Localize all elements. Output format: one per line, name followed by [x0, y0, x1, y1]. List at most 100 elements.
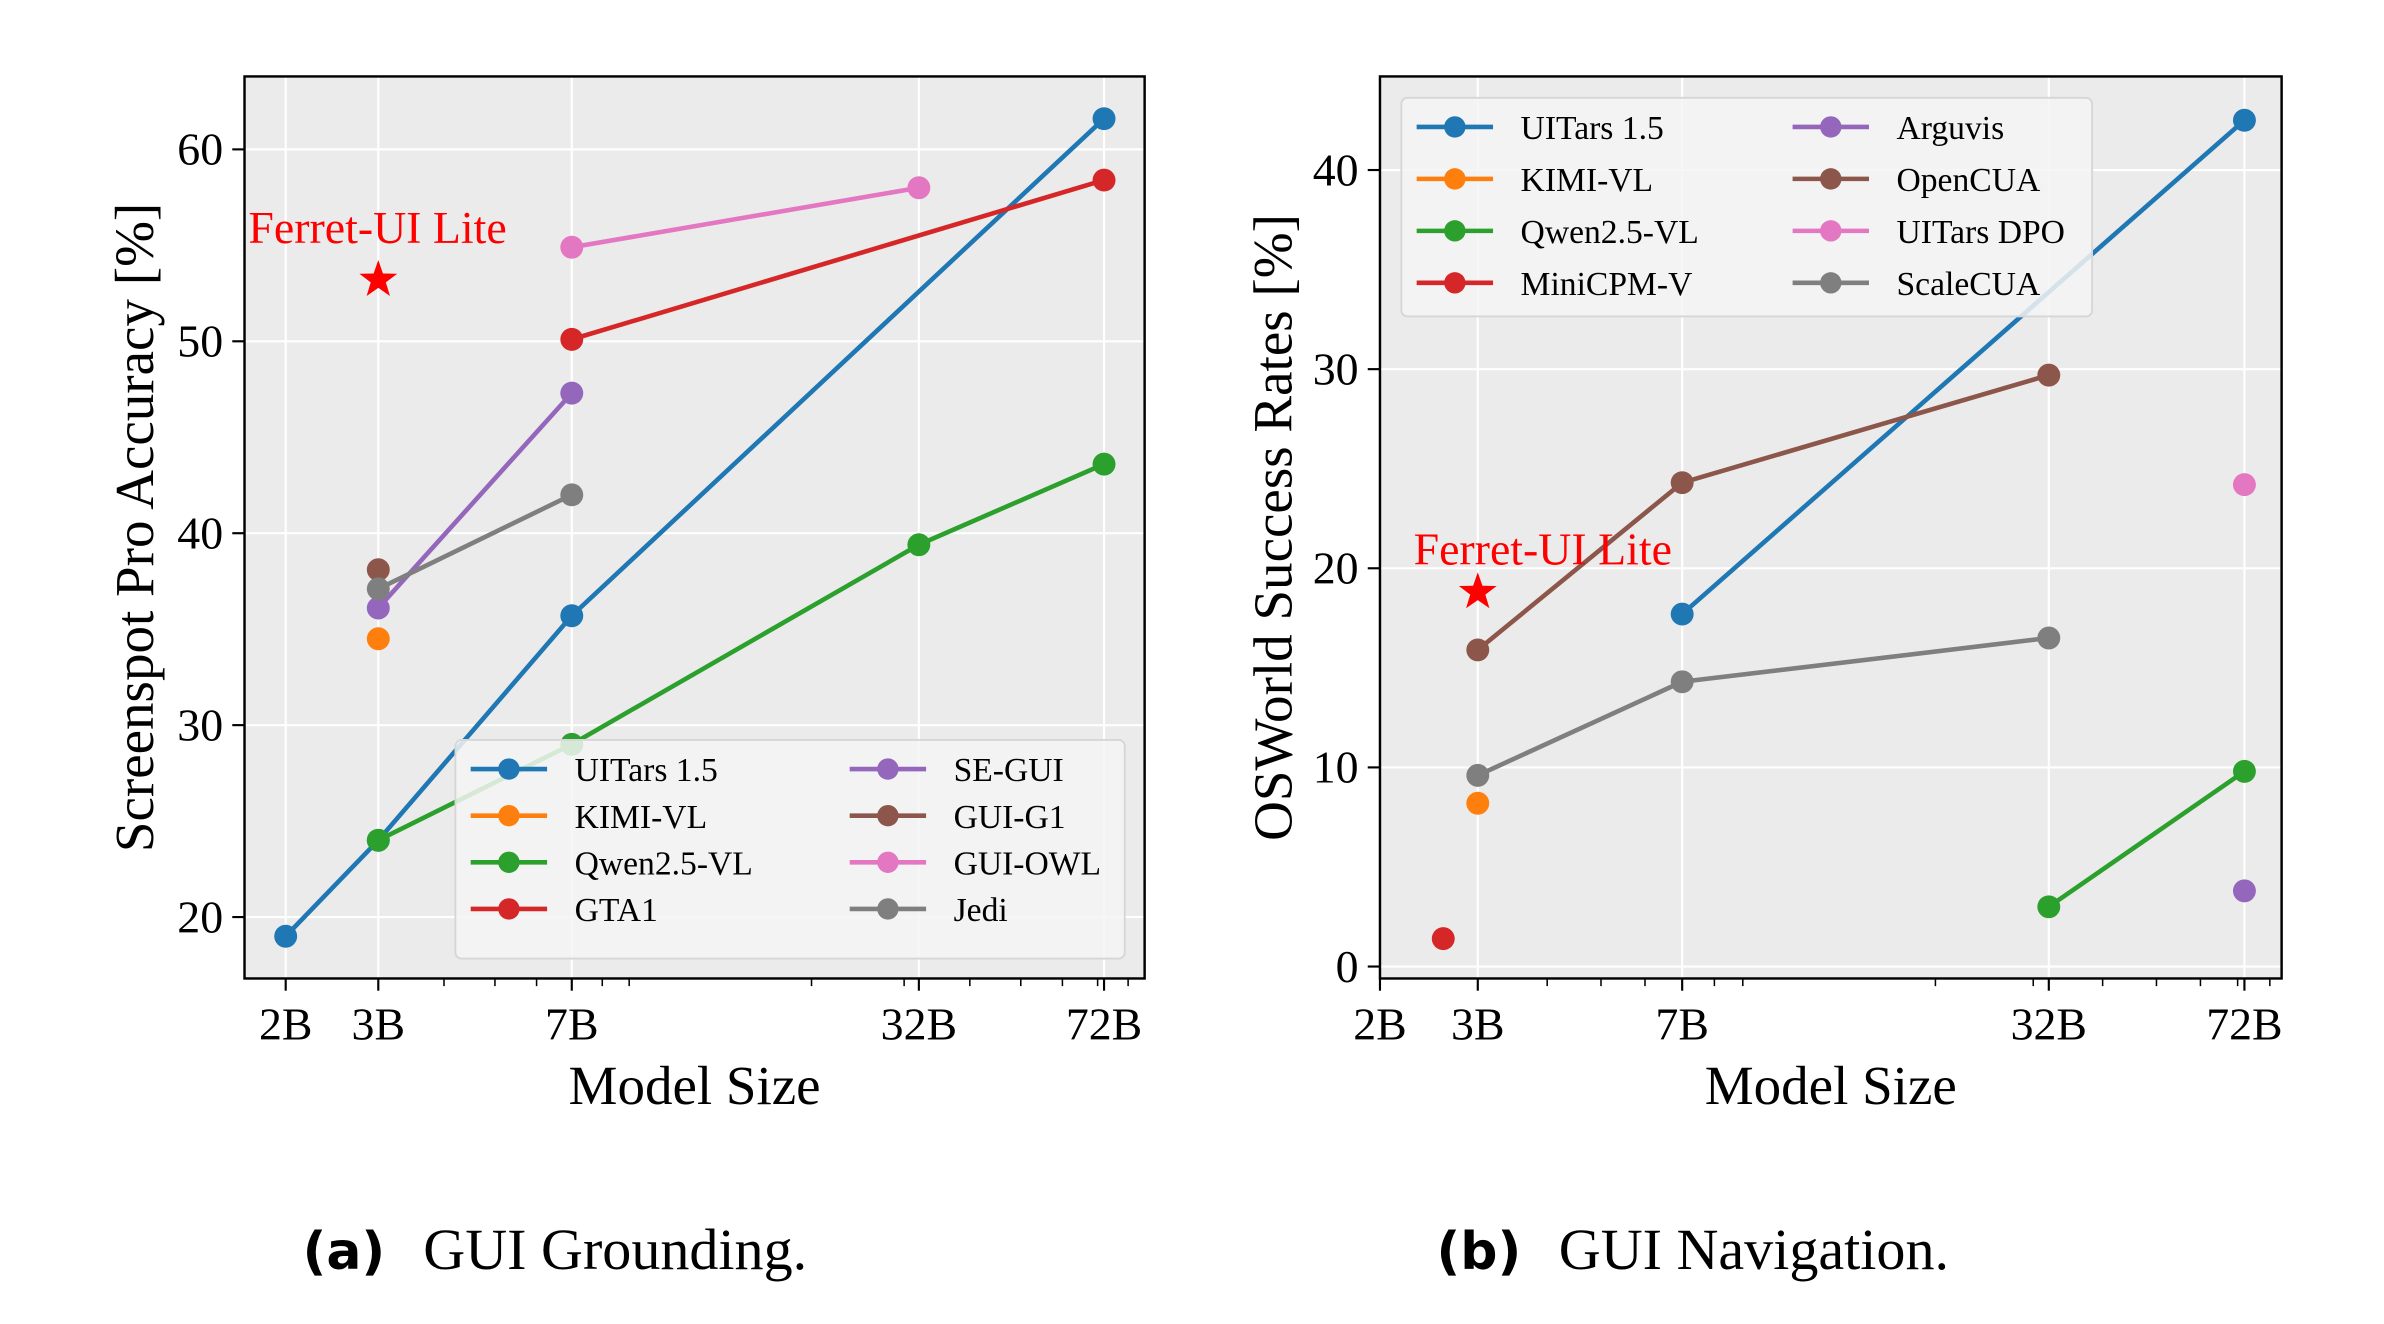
- caption-a-text: GUI Grounding.: [423, 1217, 807, 1282]
- legend-marker: [1820, 116, 1842, 138]
- legend-marker: [1820, 168, 1842, 190]
- legend-label: GUI-G1: [954, 799, 1066, 836]
- legend-marker: [1444, 272, 1466, 294]
- legend-item-scalecua: ScaleCUA: [1792, 266, 2041, 303]
- x-tick-label: 3B: [352, 999, 405, 1050]
- legend-label: Qwen2.5-VL: [1521, 214, 1699, 251]
- legend-item-qwen2-5-vl: Qwen2.5-VL: [1416, 214, 1699, 251]
- data-point-scalecua: [1466, 763, 1490, 787]
- y-tick-label: 10: [1313, 742, 1359, 793]
- data-point-arguvis: [2232, 879, 2256, 903]
- series-gui-g1: [366, 558, 390, 582]
- legend-label: GTA1: [575, 892, 658, 929]
- legend-item-arguvis: Arguvis: [1792, 110, 2004, 147]
- legend-item-uitars-dpo: UITars DPO: [1792, 214, 2065, 251]
- legend-marker: [498, 851, 520, 873]
- series-uitars-1-5: [1670, 108, 2256, 626]
- legend-item-minicpm-v: MiniCPM-V: [1416, 266, 1693, 303]
- legend-marker: [1444, 220, 1466, 242]
- x-tick-label: 2B: [259, 999, 312, 1050]
- legend-marker: [877, 758, 899, 780]
- y-tick-label: 0: [1336, 941, 1359, 992]
- legend-label: MiniCPM-V: [1521, 266, 1693, 303]
- caption-a: (a) GUI Grounding.: [303, 1217, 808, 1282]
- legend-marker: [1820, 272, 1842, 294]
- x-tick-label: 72B: [2206, 999, 2282, 1050]
- legend-marker: [877, 898, 899, 920]
- legend-item-gta1: GTA1: [470, 892, 658, 929]
- legend-marker: [1444, 168, 1466, 190]
- legend-label: ScaleCUA: [1897, 266, 2041, 303]
- data-point-qwen2-5-vl: [2037, 895, 2061, 919]
- caption-b-text: GUI Navigation.: [1559, 1217, 1949, 1282]
- x-axis-label: Model Size: [1705, 1055, 1957, 1116]
- series-minicpm-v: [1431, 927, 1455, 951]
- star-icon: [1458, 572, 1497, 609]
- series-layer: [274, 107, 1116, 948]
- series-scalecua: [1466, 626, 2061, 787]
- data-point-uitars-1-5: [274, 924, 298, 948]
- series-gta1: [560, 168, 1116, 351]
- series-line-uitars-1-5: [1680, 118, 2246, 616]
- data-point-se-gui: [560, 381, 584, 405]
- series-line-qwen2-5-vl: [2047, 769, 2246, 909]
- x-tick-label: 32B: [2011, 999, 2087, 1050]
- legend-marker: [1820, 220, 1842, 242]
- legend-marker: [1444, 116, 1466, 138]
- series-line-uitars-1-5: [284, 116, 1106, 938]
- legend-label: KIMI-VL: [575, 799, 708, 836]
- y-axis-label: Screenspot Pro Accuracy [%]: [104, 203, 165, 852]
- data-point-gui-g1: [366, 558, 390, 582]
- legend-marker: [877, 804, 899, 827]
- y-tick-label: 60: [177, 124, 223, 175]
- legend-label: UITars 1.5: [575, 752, 718, 789]
- legend-item-kimi-vl: KIMI-VL: [470, 799, 708, 836]
- y-axis-label: OSWorld Success Rates [%]: [1242, 214, 1303, 841]
- axes-frame: [1378, 75, 2283, 980]
- series-gui-owl: [560, 176, 931, 259]
- grounding-chart: Ferret-UI Lite 2B 3B 7B 32B 72B 20 30 40 50 60 UI…: [104, 75, 1146, 1116]
- legend-label: SE-GUI: [954, 752, 1064, 789]
- series-opencua: [1466, 363, 2061, 662]
- series-qwen2-5-vl: [2037, 759, 2256, 919]
- series-jedi: [366, 483, 584, 601]
- data-point-qwen2-5-vl: [1092, 452, 1116, 476]
- x-axis-label: Model Size: [569, 1055, 821, 1116]
- data-point-gta1: [1092, 168, 1116, 192]
- data-point-gui-owl: [907, 176, 931, 200]
- data-point-kimi-vl: [366, 627, 390, 651]
- legend-label: UITars 1.5: [1521, 110, 1664, 147]
- legend-item-gui-g1: GUI-G1: [849, 799, 1066, 836]
- y-tick-label: 50: [177, 316, 223, 367]
- data-point-minicpm-v: [1431, 927, 1455, 951]
- y-tick-label: 20: [177, 891, 223, 942]
- caption-b: (b) GUI Navigation.: [1437, 1217, 1949, 1282]
- data-point-gui-owl: [560, 235, 584, 259]
- y-tick-label: 20: [1313, 543, 1359, 594]
- caption-a-tag: (a): [303, 1222, 386, 1282]
- legend: UITars 1.5 KIMI-VL Qwen2.5-VL MiniCPM-V Argu…: [1400, 96, 2094, 318]
- x-tick-label: 72B: [1066, 999, 1142, 1050]
- legend-label: UITars DPO: [1897, 214, 2065, 251]
- x-tick-label: 32B: [881, 999, 957, 1050]
- ticks: 2B 3B 7B 32B 72B 20 30 40 50 60: [177, 124, 1142, 1050]
- axes-frame: [243, 75, 1146, 980]
- data-point-qwen2-5-vl: [2232, 759, 2256, 783]
- legend-item-opencua: OpenCUA: [1792, 162, 2041, 199]
- legend-marker: [877, 851, 899, 873]
- ticks: 2B 3B 7B 32B 72B 0 10 20 30 40: [1313, 144, 2283, 1049]
- series-arguvis: [2232, 879, 2256, 903]
- data-point-opencua: [1466, 638, 1490, 662]
- data-point-scalecua: [2037, 626, 2061, 650]
- series-kimi-vl: [366, 627, 390, 651]
- legend-marker: [498, 804, 520, 827]
- y-tick-label: 30: [177, 699, 223, 750]
- navigation-chart: Ferret-UI Lite 2B 3B 7B 32B 72B 0 10 20 30 40 UIT…: [1242, 75, 2283, 1116]
- series-line-gta1: [571, 177, 1105, 342]
- x-tick-label: 7B: [545, 999, 598, 1050]
- highlight-label: Ferret-UI Lite: [1414, 524, 1672, 575]
- data-point-scalecua: [1670, 670, 1694, 694]
- legend-item-kimi-vl: KIMI-VL: [1416, 162, 1653, 199]
- data-point-se-gui: [366, 596, 390, 620]
